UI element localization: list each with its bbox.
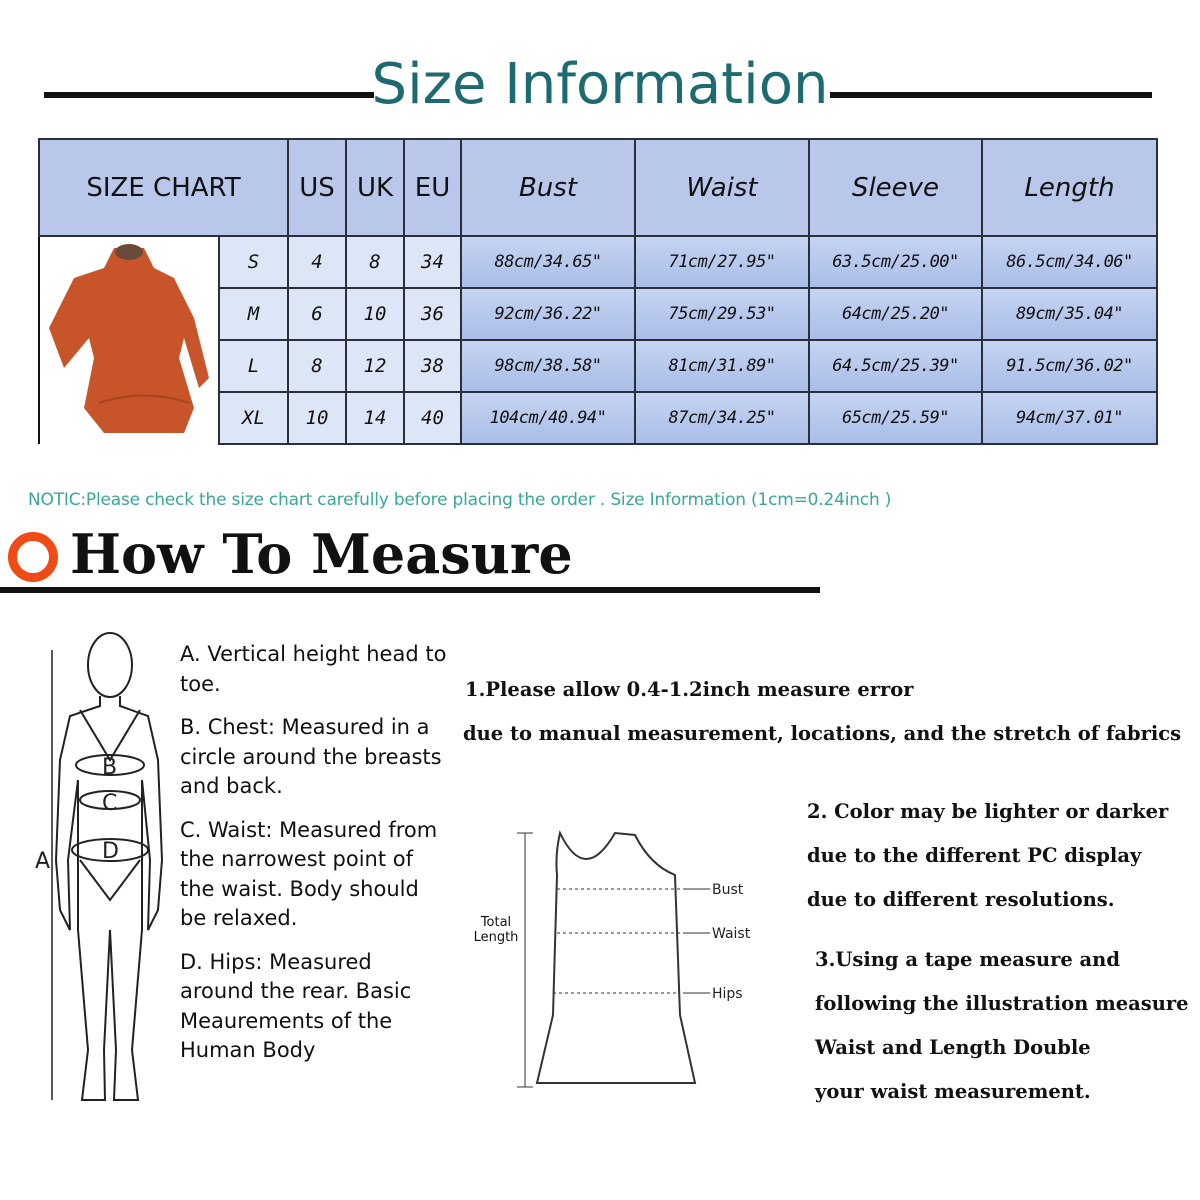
table-cell: 65cm/25.59"	[808, 391, 983, 445]
figure-label-a: A	[35, 849, 50, 874]
header-cell: Waist	[634, 138, 810, 237]
note-3a: 3.Using a tape measure and	[815, 948, 1120, 971]
dress-diagram: Bust Waist Hips	[517, 829, 751, 1088]
table-cell: 63.5cm/25.00"	[808, 235, 983, 289]
table-row: L 8 12 38 98cm/38.58" 81cm/31.89" 64.5cm/25.39…	[39, 339, 1158, 393]
notice-text: NOTIC:Please check the size chart carefu…	[28, 490, 892, 510]
table-cell: 88cm/34.65"	[460, 235, 636, 289]
table-cell: 38	[403, 339, 462, 393]
table-cell: 92cm/36.22"	[460, 287, 636, 341]
table-cell: 87cm/34.25"	[634, 391, 810, 445]
table-cell: M	[218, 287, 289, 341]
table-cell: 104cm/40.94"	[460, 391, 636, 445]
section-title: How To Measure	[70, 522, 573, 586]
table-cell: 89cm/35.04"	[981, 287, 1158, 341]
note-3d: your waist measurement.	[815, 1080, 1091, 1103]
total-length-label: Total Length	[473, 915, 519, 945]
table-cell: 94cm/37.01"	[981, 391, 1158, 445]
title-rule-right	[830, 92, 1152, 98]
table-cell: 71cm/27.95"	[634, 235, 810, 289]
table-cell: 64.5cm/25.39"	[808, 339, 983, 393]
table-cell: XL	[218, 391, 289, 445]
product-image	[38, 236, 219, 444]
table-cell: 91.5cm/36.02"	[981, 339, 1158, 393]
header-cell: US	[287, 138, 347, 237]
table-cell: 14	[345, 391, 405, 445]
header-cell: UK	[345, 138, 405, 237]
title-rule-left	[44, 92, 374, 98]
table-row: XL 10 14 40 104cm/40.94" 87cm/34.25" 65cm/25.5…	[39, 391, 1158, 445]
step-c: C. Waist: Measured from the narrowest po…	[180, 817, 438, 931]
figure-label-d: D	[102, 839, 119, 864]
table-cell: S	[218, 235, 289, 289]
figure-label-b: B	[102, 755, 117, 780]
section-rule	[0, 587, 820, 593]
header-cell: SIZE CHART	[38, 138, 289, 237]
step-a: A. Vertical height head to toe.	[180, 642, 447, 696]
table-header-row: SIZE CHART US UK EU Bust Waist Sleeve Le…	[38, 138, 1158, 237]
table-cell: 8	[345, 235, 405, 289]
table-cell: 75cm/29.53"	[634, 287, 810, 341]
table-row: M 6 10 36 92cm/36.22" 75cm/29.53" 64cm/25.20" 8…	[39, 287, 1158, 341]
note-1b: due to manual measurement, locations, an…	[463, 722, 1182, 745]
header-cell: EU	[403, 138, 462, 237]
table-cell: 81cm/31.89"	[634, 339, 810, 393]
hips-label: Hips	[712, 986, 743, 1002]
table-cell: 36	[403, 287, 462, 341]
step-d: D. Hips: Measured around the rear. Basic…	[180, 949, 412, 1063]
measure-steps: A. Vertical height head to toe. B. Chest…	[180, 640, 450, 1080]
note-2c: due to different resolutions.	[807, 888, 1115, 911]
table-cell: 34	[403, 235, 462, 289]
page-title: Size Information	[371, 52, 829, 117]
waist-label: Waist	[712, 926, 751, 942]
table-cell: 6	[287, 287, 347, 341]
header-cell: Bust	[460, 138, 636, 237]
table-cell: L	[218, 339, 289, 393]
body-figure-illustration: A B C D	[35, 632, 164, 1101]
figure-label-c: C	[102, 791, 117, 816]
orange-ring-icon	[8, 532, 58, 582]
table-cell: 8	[287, 339, 347, 393]
size-chart-table: SIZE CHART US UK EU Bust Waist Sleeve Le…	[38, 138, 1158, 445]
table-cell: 4	[287, 235, 347, 289]
table-cell: 98cm/38.58"	[460, 339, 636, 393]
table-cell: 12	[345, 339, 405, 393]
table-row: S 4 8 34 88cm/34.65" 71cm/27.95" 63.5cm/25.00"…	[38, 235, 1158, 444]
note-1a: 1.Please allow 0.4-1.2inch measure error	[465, 678, 914, 701]
header-cell: Length	[981, 138, 1158, 237]
table-cell: 40	[403, 391, 462, 445]
header-cell: Sleeve	[808, 138, 983, 237]
table-cell: 10	[287, 391, 347, 445]
note-3b: following the illustration measure	[815, 992, 1189, 1015]
note-2a: 2. Color may be lighter or darker	[807, 800, 1169, 823]
table-cell: 64cm/25.20"	[808, 287, 983, 341]
note-3c: Waist and Length Double	[815, 1036, 1091, 1059]
step-b: B. Chest: Measured in a circle around th…	[180, 715, 442, 798]
table-cell: 10	[345, 287, 405, 341]
bust-label: Bust	[712, 882, 744, 898]
table-cell: 86.5cm/34.06"	[981, 235, 1158, 289]
note-2b: due to the different PC display	[807, 844, 1142, 867]
